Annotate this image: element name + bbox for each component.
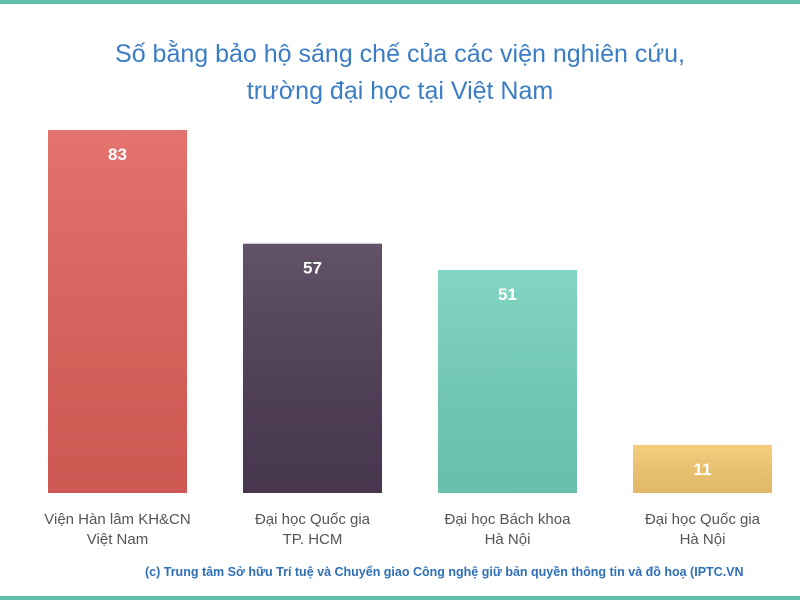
chart-title: Số bằng bảo hộ sáng chế của các viện ngh… xyxy=(115,39,685,68)
data-label: 11 xyxy=(694,460,712,479)
bar-shade xyxy=(633,444,772,493)
x-tick-label: Đại học Bách khoa xyxy=(445,511,572,528)
top-border xyxy=(0,0,800,4)
bottom-border xyxy=(0,596,800,600)
x-tick-label: Đại học Quốc gia xyxy=(255,511,371,528)
x-tick-label: Hà Nội xyxy=(485,531,531,548)
x-tick-label: Đại học Quốc gia xyxy=(645,511,761,528)
bar-shade xyxy=(48,130,187,493)
data-label: 51 xyxy=(498,285,517,304)
credit: (c) Trung tâm Sở hữu Trí tuệ và Chuyển g… xyxy=(145,565,744,579)
x-tick-label: Viện Hàn lâm KH&CN xyxy=(44,511,190,528)
bar-shade xyxy=(438,269,577,493)
x-tick-label: Việt Nam xyxy=(87,531,148,548)
data-label: 83 xyxy=(108,145,127,164)
bar-shade xyxy=(243,243,382,493)
x-tick-label: TP. HCM xyxy=(283,531,343,548)
x-tick-label: Hà Nội xyxy=(680,531,726,548)
chart-title: trường đại học tại Việt Nam xyxy=(247,77,553,105)
data-label: 57 xyxy=(303,259,322,278)
